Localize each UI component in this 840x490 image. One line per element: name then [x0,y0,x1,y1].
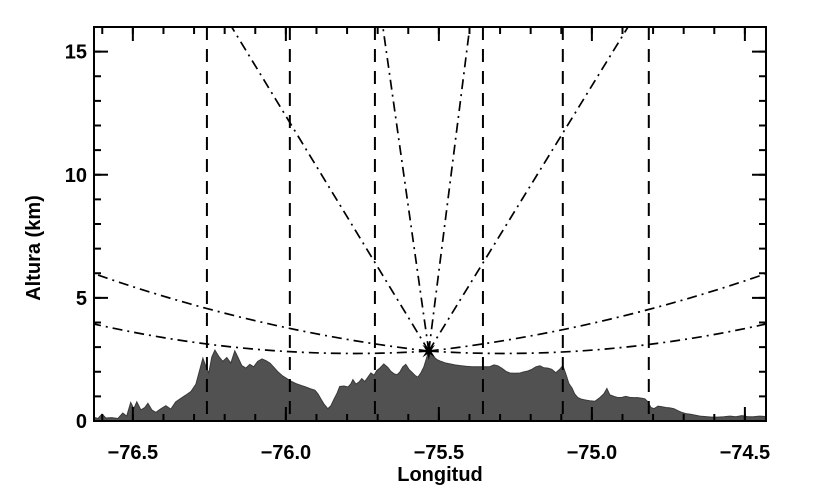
terrain-profile [93,348,767,422]
radar-beam-curved-line [428,323,767,355]
x-tick-label: −75.0 [567,442,618,464]
radar-beam-line [428,26,629,352]
y-tick-label: 0 [76,411,87,433]
x-axis-title: Longitud [397,464,483,486]
radar-beam-line [382,26,430,352]
generated-plot-content: −76.5 −76.0 −75.5 −75.0 −74.5 0 5 10 15 [65,26,771,464]
x-tick-label: −76.0 [261,442,312,464]
x-tick-label: −75.5 [414,442,465,464]
radar-star-marker [419,342,438,361]
x-tick-label: −76.5 [108,442,159,464]
radar-beam-line [230,26,430,352]
y-axis-title: Altura (km) [23,195,45,301]
radar-beam-curved-line [93,272,429,352]
y-tick-label: 15 [65,42,87,64]
radar-beam-curved-line [428,272,767,352]
y-tick-label: 10 [65,165,87,187]
x-tick-label: −74.5 [720,442,771,464]
y-tick-label: 5 [76,288,87,310]
radar-beam-curved-line [93,323,429,355]
radar-beam-line [427,26,471,352]
